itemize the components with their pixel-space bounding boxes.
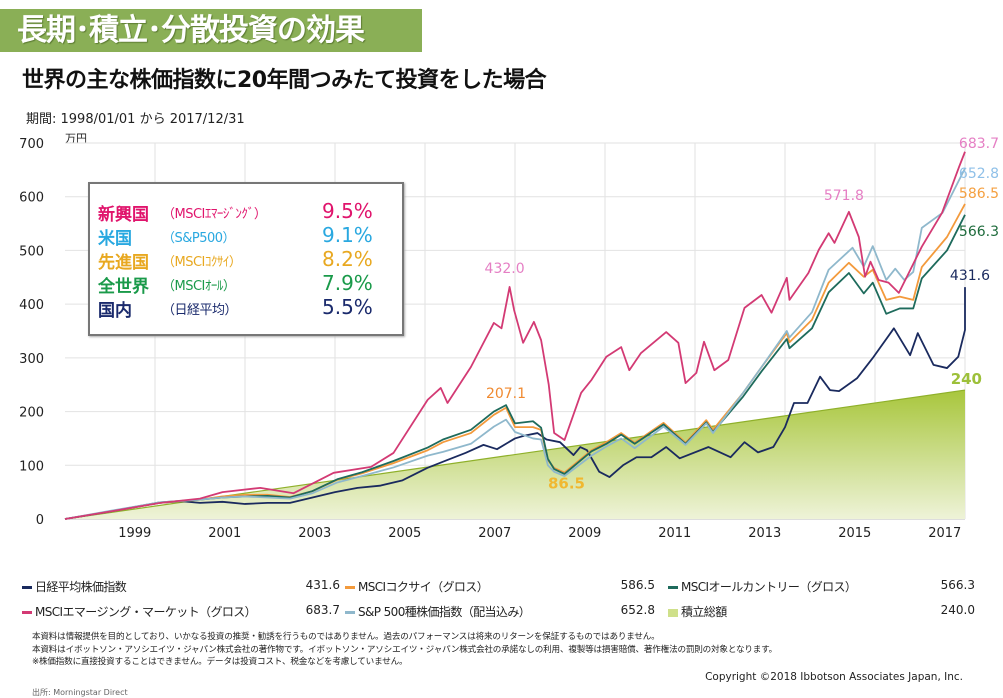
legend-label: 日経平均株価指数: [35, 580, 127, 594]
x-tick-label: 2003: [298, 526, 331, 541]
legend-item-em: MSCIエマージング・マーケット（グロス）: [22, 603, 257, 620]
x-tick-label: 2011: [658, 526, 691, 541]
legend-item-sp500: S&P 500種株価指数（配当込み）: [345, 603, 531, 620]
legend-label: 積立総額: [681, 605, 727, 619]
data-label: 432.0: [485, 261, 525, 277]
disclaimer-2: 本資料はイボットソン・アソシエイツ・ジャパン株式会社の著作物です。イボットソン・…: [32, 645, 778, 655]
region-label: 新興国: [98, 205, 149, 225]
x-tick-label: 2013: [748, 526, 781, 541]
x-tick-label: 2009: [568, 526, 601, 541]
rate-value: 7.9%: [322, 271, 373, 295]
index-label: （MSCIｺｸｻｲ）: [162, 255, 242, 270]
index-label: （日経平均）: [162, 303, 238, 318]
x-tick-label: 2017: [928, 526, 961, 541]
data-label: 566.3: [959, 224, 999, 240]
disclaimer-3: ※株価指数に直接投資することはできません。データは投資コスト、税金などを考慮して…: [32, 657, 408, 667]
legend-swatch: [22, 586, 32, 589]
series-line-acwi: [64, 214, 966, 520]
legend-swatch: [345, 586, 355, 589]
region-label: 米国: [98, 229, 132, 249]
legend-final-value: 431.6: [305, 578, 340, 592]
series-line-em: [64, 151, 966, 520]
legend-label: MSCIコクサイ（グロス）: [358, 580, 489, 594]
y-tick-label: 100: [19, 459, 44, 474]
period-label: 期間: 1998/01/01 から 2017/12/31: [26, 112, 245, 127]
data-label: 571.8: [824, 188, 864, 204]
legend-swatch: [668, 608, 678, 617]
x-tick-label: 2001: [208, 526, 241, 541]
y-tick-label: 200: [19, 406, 44, 421]
rate-value: 5.5%: [322, 295, 373, 319]
data-label: 586.5: [959, 186, 999, 202]
data-label: 86.5: [548, 475, 585, 493]
data-label: 207.1: [486, 386, 526, 402]
legend-label: MSCIエマージング・マーケット（グロス）: [35, 605, 257, 619]
y-tick-label: 600: [19, 191, 44, 206]
y-tick-label: 500: [19, 244, 44, 259]
legend-label: MSCIオールカントリー（グロス）: [681, 580, 857, 594]
data-label: 431.6: [950, 268, 990, 284]
legend-final-value: 683.7: [305, 603, 340, 617]
legend-label: S&P 500種株価指数（配当込み）: [358, 605, 531, 619]
page-title: 長期･積立･分散投資の効果: [17, 13, 365, 48]
region-label: 全世界: [98, 277, 149, 297]
index-label: （MSCIｵｰﾙ）: [162, 279, 236, 294]
y-tick-label: 300: [19, 352, 44, 367]
series-line-sp500: [64, 167, 966, 520]
legend-final-value: 566.3: [940, 578, 975, 592]
y-tick-label: 0: [36, 513, 44, 528]
legend-item-kokusai: MSCIコクサイ（グロス）: [345, 578, 489, 595]
return-summary-box: 新興国 （MSCIｴﾏｰｼﾞﾝｸﾞ） 9.5% 米国 （S&P500） 9.1% 先進国 （M…: [88, 182, 404, 336]
legend-item-nikkei: 日経平均株価指数: [22, 578, 127, 595]
legend-swatch: [345, 611, 355, 614]
x-tick-label: 2005: [388, 526, 421, 541]
legend-final-value: 652.8: [620, 603, 655, 617]
data-label: 652.8: [959, 166, 999, 182]
region-label: 国内: [98, 301, 132, 321]
summary-row: 先進国 （MSCIｺｸｻｲ） 8.2%: [98, 247, 398, 273]
data-label: 683.7: [959, 136, 999, 152]
x-tick-label: 2007: [478, 526, 511, 541]
legend-item-acwi: MSCIオールカントリー（グロス）: [668, 578, 857, 595]
disclaimer-1: 本資料は情報提供を目的としており、いかなる投資の推奨・勧誘を行うものではありませ…: [32, 632, 660, 642]
legend-final-value: 586.5: [620, 578, 655, 592]
legend-swatch: [22, 611, 32, 614]
summary-row: 米国 （S&P500） 9.1%: [98, 223, 398, 249]
index-label: （S&P500）: [162, 231, 236, 246]
x-tick-label: 2015: [838, 526, 871, 541]
rate-value: 8.2%: [322, 247, 373, 271]
x-tick-label: 1999: [118, 526, 151, 541]
series-line-nikkei: [64, 287, 966, 520]
legend-final-value: 240.0: [940, 603, 975, 617]
copyright: Copyright ©2018 Ibbotson Associates Japa…: [705, 671, 963, 683]
y-tick-label: 400: [19, 298, 44, 313]
summary-row: 新興国 （MSCIｴﾏｰｼﾞﾝｸﾞ） 9.5%: [98, 199, 398, 225]
y-unit-label: 万円: [65, 132, 87, 145]
rate-value: 9.1%: [322, 223, 373, 247]
index-label: （MSCIｴﾏｰｼﾞﾝｸﾞ）: [162, 207, 267, 222]
rate-value: 9.5%: [322, 199, 373, 223]
title-band: [0, 9, 422, 52]
chart-subtitle: 世界の主な株価指数に20年間つみたて投資をした場合: [22, 68, 547, 93]
region-label: 先進国: [98, 253, 149, 273]
summary-row: 国内 （日経平均） 5.5%: [98, 295, 398, 321]
data-label: 240: [951, 370, 982, 388]
summary-row: 全世界 （MSCIｵｰﾙ） 7.9%: [98, 271, 398, 297]
legend-swatch: [668, 586, 678, 589]
legend-item-contrib: 積立総額: [668, 603, 727, 620]
y-tick-label: 700: [19, 137, 44, 152]
source-note: 出所: Morningstar Direct: [32, 688, 128, 697]
